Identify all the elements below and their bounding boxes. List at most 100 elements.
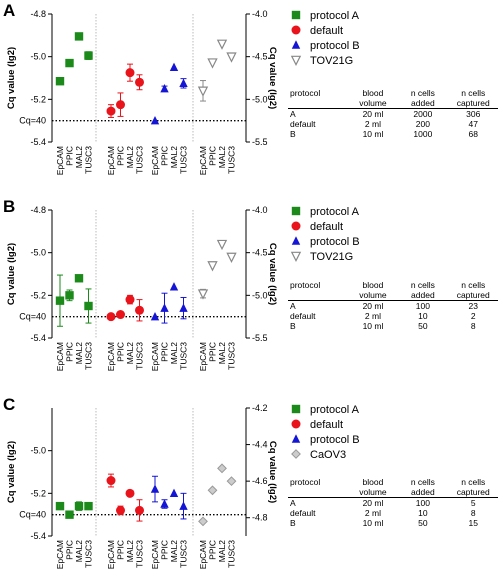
data-point bbox=[125, 488, 135, 498]
data-point bbox=[207, 485, 218, 496]
data-point bbox=[197, 289, 209, 300]
right-axis-title: Cq value (lg2) bbox=[267, 243, 278, 305]
data-point bbox=[179, 78, 188, 88]
x-tick-label: EpCAM bbox=[106, 146, 116, 175]
legend-label: TOV21G bbox=[310, 55, 353, 67]
legend-marker bbox=[290, 55, 302, 67]
table-header-cell: protocol bbox=[288, 477, 349, 498]
legend-label: default bbox=[310, 419, 343, 431]
table-cell: 100 bbox=[415, 301, 430, 311]
x-tick-label: TUSC3 bbox=[227, 342, 237, 370]
data-point bbox=[55, 501, 65, 511]
table-row: default 2 ml 10 8 bbox=[288, 508, 498, 518]
x-tick-label: EpCAM bbox=[198, 146, 208, 175]
series-protocol-b bbox=[150, 475, 188, 520]
series-default bbox=[106, 473, 144, 522]
table-header-cell: protocol bbox=[288, 88, 349, 109]
right-tick-label: -4.5 bbox=[252, 248, 268, 258]
table-cell: 10 bbox=[418, 508, 428, 518]
table-cell: 2 bbox=[470, 311, 476, 321]
data-point bbox=[226, 52, 237, 63]
data-point bbox=[216, 39, 228, 50]
table-cell: 200 bbox=[415, 119, 430, 129]
x-tick-label: EpCAM bbox=[55, 146, 65, 175]
legend-label: default bbox=[310, 221, 343, 233]
legend-marker bbox=[291, 419, 301, 429]
table-cell: A bbox=[290, 109, 296, 119]
x-tick-label: TUSC3 bbox=[227, 540, 237, 568]
data-point bbox=[116, 310, 125, 320]
left-tick-label: -5.2 bbox=[30, 94, 46, 104]
data-point bbox=[226, 476, 237, 487]
table-cell: 2 ml bbox=[364, 508, 381, 518]
table-cell: 68 bbox=[468, 129, 478, 139]
legend-marker bbox=[291, 434, 301, 443]
x-tick-label: PPIC bbox=[65, 540, 75, 560]
protocol-table: protocol blood volume n cells added n cells… bbox=[288, 477, 498, 528]
series-protocol-b bbox=[150, 282, 188, 324]
table-cell: A bbox=[290, 498, 296, 508]
table-header-cell: n cells added bbox=[397, 477, 449, 498]
series-protocol-b bbox=[150, 62, 188, 125]
x-tick-label: PPIC bbox=[160, 146, 170, 166]
left-tick-label: -4.8 bbox=[30, 205, 46, 215]
left-tick-label: -5.4 bbox=[30, 137, 46, 147]
data-point bbox=[217, 463, 227, 474]
right-tick-label: -4.5 bbox=[252, 52, 268, 62]
table-cell: 23 bbox=[468, 301, 478, 311]
x-tick-label: MAL2 bbox=[169, 146, 179, 168]
panel-C: C -5.0 -5.2 -5.4 Cq value (lg2) -4.2 -4.4 -4.6 -… bbox=[3, 395, 498, 569]
table-cell: 100 bbox=[415, 498, 430, 508]
series-tov21g bbox=[197, 239, 237, 300]
right-tick-label: -5.0 bbox=[252, 94, 268, 104]
x-tick-label: PPIC bbox=[208, 342, 218, 362]
left-axis-title: Cq value (lg2) bbox=[6, 441, 17, 503]
right-tick-label: -4.0 bbox=[252, 205, 268, 215]
data-point bbox=[74, 274, 84, 283]
legend-marker bbox=[291, 404, 301, 414]
table-cell: default bbox=[290, 311, 316, 321]
table-cell: 10 ml bbox=[362, 321, 384, 331]
data-point bbox=[65, 58, 74, 68]
data-point bbox=[150, 115, 160, 125]
table-header-cell: blood volume bbox=[348, 477, 398, 498]
legend-label: protocol A bbox=[310, 10, 360, 22]
table-cell: 2 ml bbox=[364, 311, 381, 321]
x-tick-label: MAL2 bbox=[125, 146, 135, 168]
x-tick-label: EpCAM bbox=[150, 146, 160, 175]
x-tick-label: MAL2 bbox=[169, 540, 179, 562]
table-cell: 10 ml bbox=[362, 129, 384, 139]
x-tick-label: EpCAM bbox=[106, 540, 116, 569]
legend-marker bbox=[291, 25, 301, 35]
table-cell: 306 bbox=[466, 109, 481, 119]
data-point bbox=[84, 51, 93, 60]
left-tick-label: -5.2 bbox=[30, 488, 46, 498]
data-point bbox=[65, 291, 74, 300]
x-tick-label: MAL2 bbox=[74, 146, 84, 168]
panel-label: B bbox=[3, 197, 15, 216]
threshold-label: Cq=40 bbox=[19, 312, 46, 322]
right-tick-label: -5.0 bbox=[252, 290, 268, 300]
table-header-cell: n cells captured bbox=[448, 477, 498, 498]
table-cell: 20 ml bbox=[362, 498, 384, 508]
legend-label: protocol B bbox=[310, 236, 360, 248]
legend-marker bbox=[291, 221, 301, 231]
left-tick-label: -5.4 bbox=[30, 333, 46, 343]
table-row: A 20 ml 100 23 bbox=[288, 301, 498, 312]
panel-B: B -4.8 -5.0 -5.2 -5.4 Cq value (lg2) -4.0 -4.5 -… bbox=[3, 197, 498, 371]
data-point bbox=[169, 282, 179, 291]
x-tick-label: EpCAM bbox=[198, 540, 208, 569]
data-point bbox=[84, 301, 93, 311]
data-point bbox=[169, 62, 179, 72]
table-header-cell: n cells captured bbox=[448, 88, 498, 109]
x-tick-label: TUSC3 bbox=[179, 146, 189, 174]
data-point bbox=[135, 77, 144, 87]
table-cell: 10 ml bbox=[362, 518, 384, 528]
series-protocol-a bbox=[55, 501, 93, 519]
data-point bbox=[65, 510, 74, 519]
right-axis-title: Cq value (lg2) bbox=[267, 47, 278, 109]
table-header-cell: n cells captured bbox=[448, 280, 498, 301]
data-point bbox=[207, 261, 218, 272]
